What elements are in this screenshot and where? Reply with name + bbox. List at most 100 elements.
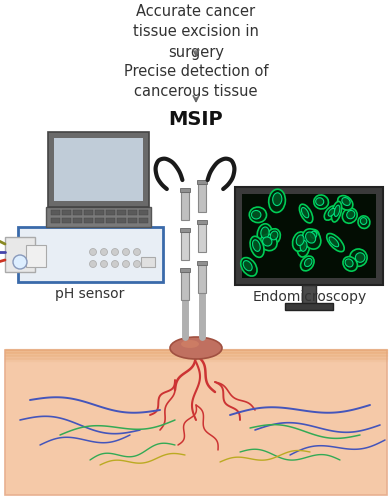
Bar: [95, 210, 104, 215]
Ellipse shape: [316, 198, 324, 205]
Ellipse shape: [261, 227, 269, 238]
Ellipse shape: [170, 337, 222, 359]
Ellipse shape: [334, 205, 340, 216]
Ellipse shape: [358, 216, 370, 228]
Ellipse shape: [314, 195, 328, 209]
Ellipse shape: [273, 193, 282, 205]
Circle shape: [100, 260, 107, 268]
Ellipse shape: [327, 234, 344, 252]
Bar: [5, 237, 35, 272]
Ellipse shape: [252, 240, 260, 252]
Ellipse shape: [350, 249, 367, 266]
Circle shape: [89, 260, 96, 268]
Ellipse shape: [292, 232, 307, 251]
Bar: [51, 218, 60, 223]
Ellipse shape: [329, 237, 339, 247]
Circle shape: [134, 260, 140, 268]
Ellipse shape: [305, 232, 316, 243]
Ellipse shape: [310, 231, 317, 238]
Circle shape: [111, 248, 118, 256]
Bar: [95, 218, 104, 223]
Bar: [180, 228, 190, 232]
Ellipse shape: [269, 189, 285, 212]
Ellipse shape: [301, 208, 309, 218]
Bar: [5, 350, 387, 495]
Ellipse shape: [355, 253, 365, 262]
Ellipse shape: [260, 234, 277, 250]
Ellipse shape: [301, 256, 314, 271]
Bar: [181, 272, 189, 300]
Bar: [117, 210, 126, 215]
Ellipse shape: [360, 218, 367, 224]
Ellipse shape: [342, 208, 357, 223]
Bar: [181, 192, 189, 220]
Ellipse shape: [305, 258, 312, 266]
Ellipse shape: [299, 204, 313, 223]
Bar: [62, 210, 71, 215]
Bar: [84, 210, 93, 215]
Ellipse shape: [270, 231, 278, 240]
Ellipse shape: [297, 237, 310, 257]
Bar: [128, 210, 137, 215]
Ellipse shape: [347, 210, 355, 219]
Ellipse shape: [251, 210, 261, 219]
Bar: [180, 268, 190, 272]
Bar: [139, 210, 148, 215]
Bar: [235, 187, 383, 285]
Ellipse shape: [343, 256, 358, 271]
Ellipse shape: [308, 230, 319, 242]
Text: Endomicroscopy: Endomicroscopy: [253, 290, 367, 304]
Bar: [26, 245, 46, 267]
Text: Accurate cancer
tissue excision in
surgery: Accurate cancer tissue excision in surge…: [133, 4, 259, 60]
Bar: [128, 218, 137, 223]
Text: pH sensor: pH sensor: [55, 287, 125, 301]
Bar: [285, 303, 333, 310]
Bar: [180, 188, 190, 192]
Bar: [46, 207, 151, 227]
Bar: [73, 218, 82, 223]
Bar: [141, 257, 155, 267]
Bar: [51, 210, 60, 215]
Ellipse shape: [328, 208, 335, 216]
Ellipse shape: [303, 229, 321, 249]
Bar: [117, 218, 126, 223]
Bar: [197, 180, 207, 184]
Circle shape: [111, 260, 118, 268]
Bar: [62, 218, 71, 223]
Bar: [181, 232, 189, 260]
Ellipse shape: [267, 228, 280, 244]
Text: MSIP: MSIP: [169, 110, 223, 129]
Text: Precise detection of
cancerous tissue: Precise detection of cancerous tissue: [124, 64, 268, 100]
Bar: [84, 218, 93, 223]
Bar: [18, 227, 163, 282]
Ellipse shape: [331, 202, 342, 222]
Ellipse shape: [296, 235, 304, 246]
Ellipse shape: [257, 224, 272, 244]
Ellipse shape: [342, 198, 350, 205]
Bar: [198, 265, 206, 293]
Circle shape: [134, 248, 140, 256]
Circle shape: [89, 248, 96, 256]
Bar: [48, 132, 149, 207]
Bar: [106, 210, 115, 215]
Ellipse shape: [243, 260, 252, 271]
Bar: [198, 184, 206, 212]
Bar: [54, 138, 143, 201]
Ellipse shape: [345, 259, 353, 267]
Ellipse shape: [300, 240, 307, 252]
Ellipse shape: [241, 258, 257, 276]
Bar: [197, 220, 207, 224]
Ellipse shape: [250, 236, 264, 258]
Bar: [197, 261, 207, 265]
Ellipse shape: [338, 196, 353, 210]
Ellipse shape: [324, 206, 337, 220]
Bar: [106, 218, 115, 223]
Ellipse shape: [263, 237, 272, 246]
Bar: [139, 218, 148, 223]
Circle shape: [100, 248, 107, 256]
Circle shape: [13, 255, 27, 269]
Circle shape: [122, 248, 129, 256]
Ellipse shape: [181, 340, 199, 348]
Bar: [242, 194, 376, 278]
Circle shape: [122, 260, 129, 268]
